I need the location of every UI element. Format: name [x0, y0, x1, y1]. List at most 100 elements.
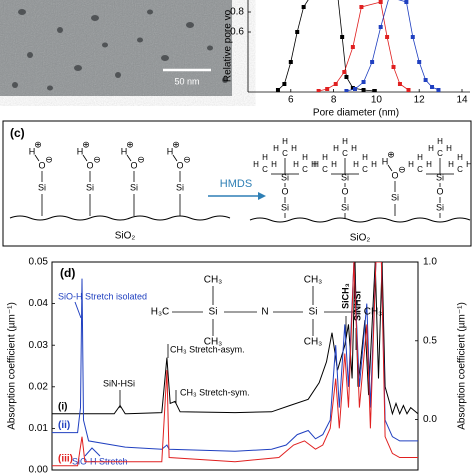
atom: O: [130, 160, 137, 170]
atom: H: [271, 160, 277, 169]
atom: Si: [436, 202, 444, 212]
series-line: [52, 262, 418, 416]
atom: Si: [436, 172, 444, 182]
atom: H: [437, 137, 443, 146]
marker: [359, 5, 364, 9]
marker: [275, 88, 280, 92]
annotation-arrow: [84, 447, 101, 457]
atom: H: [291, 144, 297, 153]
bond: [82, 154, 88, 162]
marker: [316, 89, 321, 92]
marker: [423, 78, 428, 82]
atom: ⊖: [398, 164, 406, 174]
atom: C: [457, 165, 463, 174]
atom: H: [466, 160, 472, 169]
marker: [436, 88, 441, 92]
atom: O: [176, 160, 183, 170]
atom: H: [353, 160, 359, 169]
atom: C: [282, 149, 288, 158]
y2-axis-label: Absorption coefficient (µm⁻¹): [457, 302, 468, 430]
bond: [34, 154, 40, 162]
panel-label: (c): [10, 126, 25, 140]
structure-atom: CH₃: [204, 337, 223, 348]
y-tick-label: 0.04: [29, 298, 49, 309]
annotation: CH₃ Stretch-asym.: [170, 344, 245, 354]
atom: H: [77, 146, 84, 156]
atom: ⊖: [93, 154, 101, 164]
structure-atom: CH₃: [364, 307, 383, 318]
atom: H: [351, 144, 357, 153]
marker: [378, 0, 383, 4]
atom: H: [333, 144, 339, 153]
plot-frame: [51, 261, 419, 471]
schematic: (c) SiO₂ SiO₂ HMDS H⊕O⊖SiH⊕O⊖SiH⊕O⊖SiH⊕O…: [2, 120, 472, 247]
plot-area: [52, 262, 418, 467]
atom: H: [446, 144, 452, 153]
marker: [385, 35, 390, 39]
atom: Si: [86, 182, 94, 192]
marker: [353, 87, 357, 91]
atom: C: [302, 165, 308, 174]
atom: Si: [281, 172, 289, 182]
atom: C: [437, 149, 443, 158]
image-noise: [0, 0, 232, 96]
marker: [406, 88, 411, 92]
atom: H: [448, 160, 454, 169]
panel-label: (d): [60, 266, 75, 280]
marker: [282, 82, 287, 86]
atom: H: [302, 153, 308, 162]
annotation: SiCH₃: [340, 283, 350, 309]
x-tick-label: 10: [371, 95, 383, 106]
structure-atom: CH₃: [304, 275, 323, 286]
marker: [288, 60, 293, 64]
atom: Si: [176, 182, 184, 192]
marker: [417, 60, 422, 64]
series-line: [318, 1, 409, 92]
atom: H: [342, 137, 348, 146]
series-line: [52, 262, 418, 467]
atom: H: [362, 153, 368, 162]
atom: ⊖: [137, 154, 145, 164]
atom: ⊕: [82, 139, 90, 149]
structure-atom: Si: [209, 307, 218, 318]
marker: [370, 60, 375, 64]
structure-atom: N: [261, 307, 268, 318]
bond: [172, 154, 178, 162]
marker: [295, 30, 300, 34]
marker: [344, 75, 349, 79]
marker: [350, 45, 355, 49]
atom: O: [436, 186, 443, 196]
atom: Si: [130, 182, 138, 192]
atom: H: [167, 146, 174, 156]
atom: Si: [38, 182, 46, 192]
structure-atom: CH₃: [304, 337, 323, 348]
atom: Si: [391, 192, 399, 202]
atom: ⊖: [183, 154, 191, 164]
atom: C: [362, 165, 368, 174]
marker: [391, 65, 396, 69]
y-axis-label: Absorption coefficient (µm⁻¹): [7, 302, 18, 430]
atom: H: [426, 160, 432, 169]
marker: [361, 88, 366, 92]
atom: H: [382, 156, 389, 166]
atom: ⊕: [126, 139, 134, 149]
atom: O: [391, 170, 398, 180]
atom: H: [311, 160, 317, 169]
marker: [333, 82, 338, 86]
atom: H: [457, 153, 463, 162]
atom: H: [331, 160, 337, 169]
atom: H: [253, 160, 259, 169]
atom: H: [273, 144, 279, 153]
y2-tick-label: 1.0: [423, 257, 437, 268]
y-tick-label: 0.6: [230, 27, 244, 38]
atom: C: [262, 165, 268, 174]
atom: H: [428, 144, 434, 153]
schematic-frame: [2, 120, 472, 247]
atom: H: [282, 137, 288, 146]
atom: H: [322, 153, 328, 162]
arrow-head: [258, 192, 266, 200]
y-tick-label: 0.05: [29, 257, 49, 268]
atom: H: [408, 160, 414, 169]
